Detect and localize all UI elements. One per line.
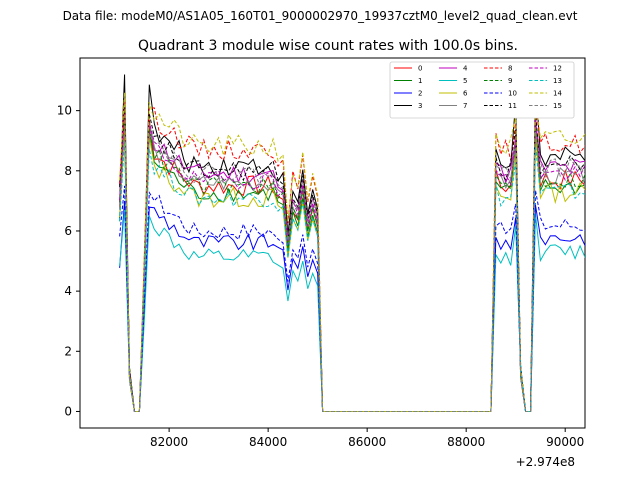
y-tick-label: 4 xyxy=(64,284,72,298)
series-layer xyxy=(119,74,585,412)
x-offset-label: +2.974e8 xyxy=(516,455,575,469)
axes-frame xyxy=(79,57,586,429)
legend-label-3: 3 xyxy=(418,102,422,110)
x-tick-label: 86000 xyxy=(348,435,386,449)
chart-suptitle: Data file: modeM0/AS1A05_160T01_90000029… xyxy=(63,9,578,23)
legend-label-11: 11 xyxy=(508,102,517,110)
chart-title: Quadrant 3 module wise count rates with … xyxy=(138,38,518,54)
plot-area xyxy=(79,57,586,429)
legend-label-7: 7 xyxy=(463,102,467,110)
series-line-15 xyxy=(119,125,585,412)
y-tick-label: 8 xyxy=(64,164,72,178)
legend-label-5: 5 xyxy=(463,77,467,85)
legend-label-14: 14 xyxy=(553,90,562,98)
x-tick-label: 84000 xyxy=(249,435,287,449)
legend-label-0: 0 xyxy=(418,65,422,73)
legend-label-4: 4 xyxy=(463,65,468,73)
x-axis-ticks: 82000 84000 86000 88000 90000 xyxy=(150,428,584,449)
legend-label-12: 12 xyxy=(553,65,562,73)
legend-frame xyxy=(389,61,575,119)
legend-label-15: 15 xyxy=(553,102,562,110)
x-tick-label: 88000 xyxy=(447,435,485,449)
legend-label-10: 10 xyxy=(508,90,517,98)
legend-label-1: 1 xyxy=(418,77,422,85)
y-tick-label: 6 xyxy=(64,224,72,238)
y-tick-label: 2 xyxy=(64,344,72,358)
legend-label-9: 9 xyxy=(508,77,512,85)
y-axis-ticks: 0 2 4 6 8 10 xyxy=(57,104,80,418)
legend-label-6: 6 xyxy=(463,90,468,98)
x-tick-label: 90000 xyxy=(546,435,584,449)
y-tick-label: 0 xyxy=(64,404,72,418)
legend-label-2: 2 xyxy=(418,90,422,98)
legend-label-13: 13 xyxy=(553,77,562,85)
y-tick-label: 10 xyxy=(57,104,72,118)
legend-label-8: 8 xyxy=(508,65,512,73)
x-tick-label: 82000 xyxy=(150,435,188,449)
